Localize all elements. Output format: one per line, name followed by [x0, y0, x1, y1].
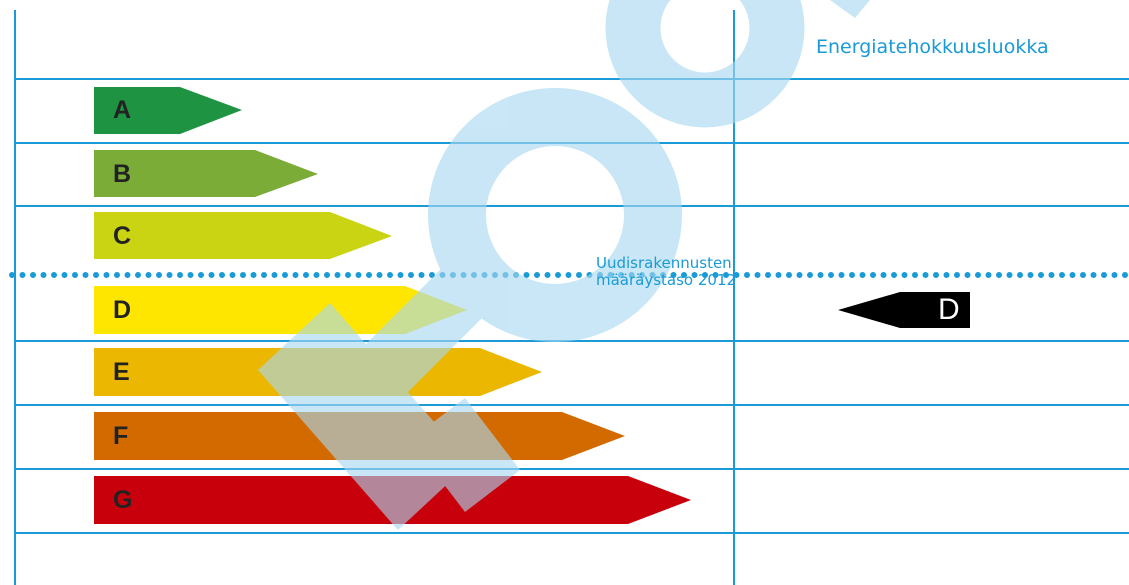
regulation-level-label-line2: määräystaso 2012	[596, 271, 737, 289]
class-arrow-d	[94, 286, 467, 334]
class-arrow-a	[94, 87, 242, 134]
watermark-letter-o	[428, 88, 682, 342]
class-arrow-b	[94, 150, 318, 197]
class-letter-g: G	[113, 486, 133, 514]
class-letter-a: A	[113, 96, 132, 124]
rating-letter: D	[938, 293, 960, 326]
regulation-level-label-line1: Uudisrakennusten	[596, 254, 732, 272]
energy-class-header: Energiatehokkuusluokka	[816, 36, 1049, 58]
class-letter-e: E	[113, 358, 130, 386]
class-letter-f: F	[113, 422, 129, 450]
watermark	[258, 0, 870, 530]
class-letter-d: D	[113, 296, 132, 324]
watermark-letter-o	[605, 0, 805, 128]
class-letter-c: C	[113, 222, 132, 250]
class-letter-b: B	[113, 160, 132, 188]
watermark-fragment	[830, 0, 870, 18]
class-arrow-c	[94, 212, 392, 259]
grid	[14, 10, 1129, 585]
rating-arrow	[838, 292, 970, 328]
regulation-level-label: Uudisrakennusten määräystaso 2012	[596, 255, 736, 289]
